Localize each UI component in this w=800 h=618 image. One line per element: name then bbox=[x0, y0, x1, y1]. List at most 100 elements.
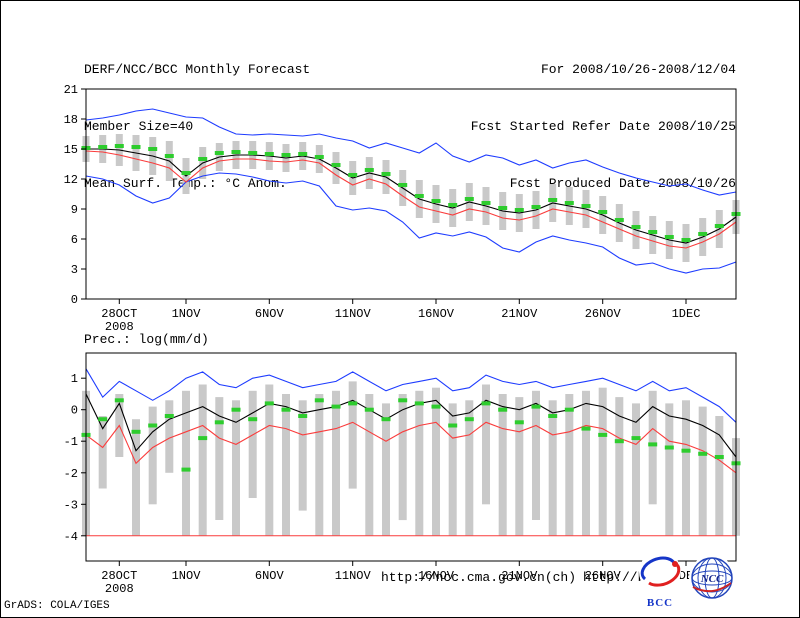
green-dash-marker bbox=[164, 154, 174, 158]
member-spread-bar bbox=[132, 419, 140, 536]
y-tick-label: 15 bbox=[64, 143, 78, 157]
red-reference-line bbox=[85, 421, 737, 474]
green-dash-marker bbox=[481, 201, 491, 205]
ensemble-mean-line bbox=[85, 393, 737, 458]
x-tick-label: 1DEC bbox=[672, 307, 701, 321]
green-dash-marker bbox=[648, 442, 658, 447]
x-tick-label: 28OCT bbox=[101, 307, 137, 321]
x-tick-label: 6NOV bbox=[255, 569, 285, 583]
green-dash-marker bbox=[131, 145, 141, 149]
y-tick-label: 18 bbox=[64, 113, 78, 127]
member-spread-bar bbox=[348, 381, 357, 489]
green-dash-marker bbox=[231, 150, 241, 154]
green-dash-marker bbox=[464, 417, 474, 422]
bcc-logo-label: BCC bbox=[646, 597, 674, 609]
green-dash-marker bbox=[414, 194, 424, 198]
y-tick-label: 1 bbox=[71, 372, 78, 386]
green-dash-marker bbox=[631, 225, 641, 229]
ensemble-mean-line bbox=[86, 148, 737, 244]
x-tick-sublabel: 2008 bbox=[105, 582, 134, 596]
green-dash-marker bbox=[198, 157, 208, 161]
y-tick-label: 21 bbox=[64, 83, 78, 97]
green-dash-marker bbox=[548, 414, 558, 418]
green-dash-marker bbox=[348, 401, 358, 406]
member-spread-bar bbox=[565, 394, 574, 536]
ncc-url-link[interactable]: http://ncc.cma.gov.cn(ch) bbox=[381, 570, 577, 585]
green-dash-marker bbox=[131, 429, 141, 434]
member-spread-bar bbox=[232, 400, 240, 536]
temp-chart-title: Mean Surf. Temp.: °C Anom. bbox=[84, 176, 287, 191]
green-dash-marker bbox=[414, 401, 424, 406]
green-dash-marker bbox=[481, 401, 491, 406]
member-spread-bar bbox=[682, 400, 690, 536]
grads-credit: GrADS: COLA/IGES bbox=[4, 600, 110, 612]
x-tick-sublabel: 2008 bbox=[105, 320, 134, 333]
green-dash-marker bbox=[431, 199, 441, 203]
member-spread-bar bbox=[382, 403, 390, 536]
green-dash-marker bbox=[381, 172, 391, 176]
member-size-label: Member Size=40 bbox=[84, 119, 194, 134]
green-dash-marker bbox=[164, 414, 174, 418]
green-dash-marker bbox=[148, 423, 158, 428]
green-dash-marker bbox=[181, 467, 191, 472]
ncc-logo: NCC bbox=[687, 553, 737, 608]
y-tick-label: 6 bbox=[71, 233, 78, 247]
member-spread-bar bbox=[265, 384, 274, 536]
x-tick-label: 1NOV bbox=[172, 307, 202, 321]
header-right: For 2008/10/26-2008/12/04 Fcst Started R… bbox=[471, 22, 736, 231]
member-spread-bar bbox=[465, 400, 474, 536]
green-dash-marker bbox=[198, 436, 208, 441]
green-dash-marker bbox=[714, 224, 724, 228]
refer-date-label: Fcst Started Refer Date 2008/10/25 bbox=[470, 119, 736, 134]
y-tick-label: 9 bbox=[71, 203, 78, 217]
green-dash-marker bbox=[681, 448, 691, 453]
y-tick-label: 0 bbox=[71, 293, 78, 307]
green-dash-marker bbox=[114, 398, 124, 403]
member-spread-bar bbox=[548, 400, 557, 536]
green-dash-marker bbox=[448, 203, 458, 207]
member-spread-bar bbox=[582, 390, 590, 536]
member-spread-bar bbox=[148, 406, 157, 505]
member-spread-bar bbox=[98, 416, 107, 489]
x-tick-label: 21NOV bbox=[501, 307, 538, 321]
x-tick-label: 11NOV bbox=[335, 307, 372, 321]
green-dash-marker bbox=[98, 417, 108, 422]
green-dash-marker bbox=[214, 151, 224, 155]
green-dash-marker bbox=[314, 155, 324, 159]
member-spread-bar bbox=[282, 394, 290, 536]
member-spread-bar bbox=[665, 403, 674, 536]
green-dash-marker bbox=[531, 404, 541, 409]
green-dash-marker bbox=[264, 401, 274, 406]
member-spread-bar bbox=[398, 394, 407, 521]
member-spread-bar bbox=[498, 394, 507, 536]
green-dash-marker bbox=[581, 426, 591, 431]
member-spread-bar bbox=[415, 390, 424, 536]
green-dash-marker bbox=[181, 171, 191, 175]
green-dash-marker bbox=[114, 144, 124, 148]
green-dash-marker bbox=[264, 152, 274, 156]
member-spread-bar bbox=[198, 384, 207, 536]
member-spread-bar bbox=[432, 387, 440, 536]
y-tick-label: 12 bbox=[64, 173, 78, 187]
green-dash-marker bbox=[331, 404, 341, 409]
green-dash-marker bbox=[614, 439, 624, 444]
green-dash-marker bbox=[398, 398, 408, 403]
green-dash-marker bbox=[431, 404, 441, 409]
member-spread-bar bbox=[332, 390, 340, 536]
green-dash-marker bbox=[398, 183, 408, 187]
member-spread-bar bbox=[448, 403, 457, 536]
member-spread-bar bbox=[532, 390, 540, 520]
green-dash-marker bbox=[381, 417, 391, 422]
y-tick-label: 0 bbox=[71, 404, 78, 418]
member-spread-bar bbox=[648, 390, 657, 505]
green-dash-marker bbox=[548, 198, 558, 202]
green-dash-marker bbox=[531, 205, 541, 209]
member-spread-bar bbox=[615, 397, 624, 536]
x-tick-label: 21NOV bbox=[501, 569, 538, 583]
member-spread-bar bbox=[315, 394, 324, 536]
green-dash-marker bbox=[298, 414, 308, 418]
green-dash-marker bbox=[448, 423, 458, 428]
